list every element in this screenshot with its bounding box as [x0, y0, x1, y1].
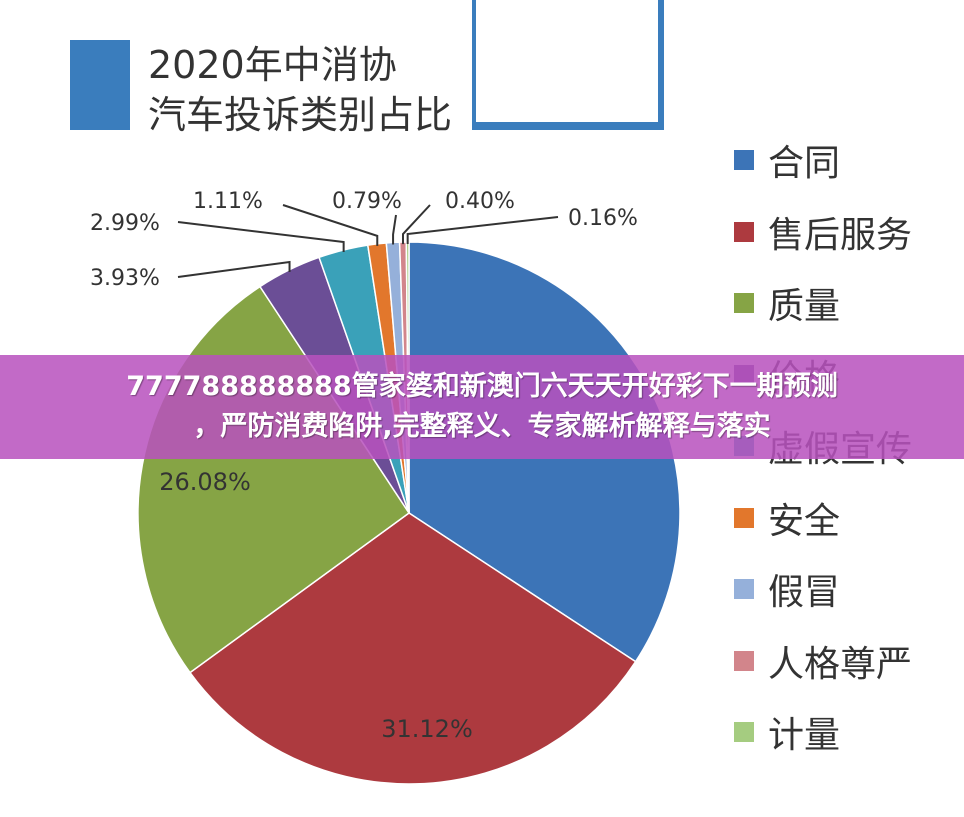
leader-line-5: [282, 204, 379, 246]
data-label-6: 0.79%: [332, 189, 402, 214]
data-label-1: 31.12%: [381, 715, 473, 743]
legend-item-5: 安全: [734, 498, 840, 542]
leader-line-7: [401, 204, 431, 245]
leader-line-6: [392, 214, 397, 245]
header-frame-decoration: [472, 0, 664, 130]
legend-item-2: 质量: [734, 283, 840, 327]
data-label-5: 1.11%: [193, 189, 263, 214]
legend-label-2: 质量: [768, 286, 841, 327]
legend-swatch-2: [734, 293, 754, 313]
chart-title-line-2: 汽车投诉类别占比: [148, 93, 453, 137]
promo-overlay-banner: 777788888888管家婆和新澳门六天天开好彩下一期预测 ，严防消费陷阱,完…: [0, 355, 964, 459]
leader-line-3: [177, 260, 291, 278]
legend-swatch-8: [734, 722, 754, 742]
pie-slice-1: [188, 512, 637, 785]
chart-title-line-1: 2020年中消协: [148, 43, 397, 87]
legend-item-0: 合同: [734, 140, 840, 184]
data-label-7: 0.40%: [445, 189, 515, 214]
overlay-text-line-2: ，严防消费陷阱,完整释义、专家解析解释与落实: [193, 411, 771, 442]
data-label-2: 26.08%: [159, 468, 251, 496]
legend-item-6: 假冒: [734, 569, 840, 613]
chart-title: 2020年中消协 汽车投诉类别占比: [148, 40, 452, 140]
title-accent-block: [70, 40, 130, 130]
overlay-text-line-1: 777788888888管家婆和新澳门六天天开好彩下一期预测: [126, 371, 838, 402]
legend-swatch-5: [734, 507, 754, 528]
legend-swatch-6: [734, 579, 754, 599]
legend-label-1: 售后服务: [768, 214, 913, 256]
data-label-3: 3.93%: [90, 266, 160, 291]
legend-label-0: 合同: [768, 143, 841, 184]
legend-label-8: 计量: [768, 715, 841, 756]
legend-swatch-1: [734, 221, 754, 242]
legend-label-6: 假冒: [768, 572, 841, 613]
data-label-4: 2.99%: [90, 211, 160, 236]
legend-swatch-7: [734, 650, 754, 671]
legend-item-7: 人格尊严: [734, 641, 912, 685]
leader-line-8: [406, 216, 559, 245]
legend-swatch-0: [734, 150, 754, 170]
leader-line-4: [177, 221, 345, 253]
legend-label-7: 人格尊严: [768, 643, 913, 685]
legend-label-5: 安全: [768, 500, 841, 542]
data-label-8: 0.16%: [568, 206, 638, 231]
legend-item-8: 计量: [734, 712, 840, 756]
legend-item-1: 售后服务: [734, 212, 912, 256]
